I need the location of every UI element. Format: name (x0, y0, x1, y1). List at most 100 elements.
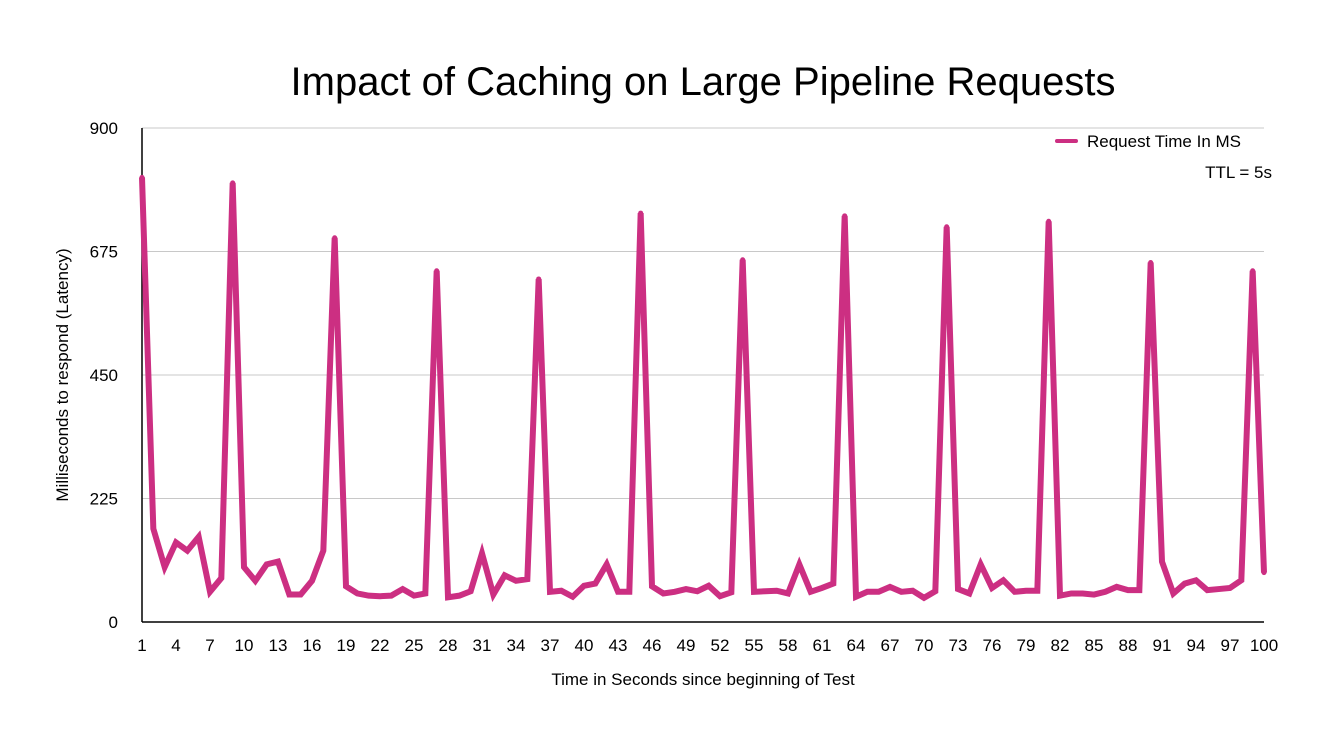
data-point (898, 589, 904, 595)
data-point (286, 592, 292, 598)
data-point (196, 534, 202, 540)
x-tick-label: 49 (677, 636, 696, 655)
data-point (1091, 592, 1097, 598)
data-point (366, 593, 372, 599)
x-tick-label: 58 (779, 636, 798, 655)
data-point (570, 594, 576, 600)
x-tick-label: 22 (371, 636, 390, 655)
data-point (1170, 590, 1176, 596)
data-point (536, 276, 542, 282)
data-point (740, 257, 746, 263)
x-tick-label: 13 (269, 636, 288, 655)
ttl-annotation: TTL = 5s (1205, 163, 1272, 182)
x-tick-label: 76 (983, 636, 1002, 655)
data-point (604, 561, 610, 567)
x-axis-ticks: 1 4 7 10 13 16 19 22 25 28 31 34 37 40 43 46 49 52 55 58 61 6… (137, 636, 1278, 655)
data-point (638, 210, 644, 216)
x-tick-label: 55 (745, 636, 764, 655)
x-tick-label: 46 (643, 636, 662, 655)
data-point (524, 576, 530, 582)
data-point (1102, 589, 1108, 595)
x-tick-label: 31 (473, 636, 492, 655)
data-point (683, 586, 689, 592)
data-point (502, 572, 508, 578)
data-point (343, 583, 349, 589)
data-point (774, 588, 780, 594)
data-point (354, 590, 360, 596)
data-point (252, 578, 258, 584)
data-point (1136, 587, 1142, 593)
data-point (422, 590, 428, 596)
series-layer (139, 174, 1267, 603)
data-point (581, 583, 587, 589)
x-tick-label: 67 (881, 636, 900, 655)
y-axis-ticks: 0 225 450 675 900 (90, 119, 118, 632)
data-point (1034, 588, 1040, 594)
chart-title: Impact of Caching on Large Pipeline Requ… (291, 60, 1116, 104)
legend: Request Time In MS TTL = 5s (1055, 132, 1272, 182)
x-tick-label: 97 (1221, 636, 1240, 655)
data-point (173, 539, 179, 545)
x-tick-label: 10 (235, 636, 254, 655)
data-point (1216, 586, 1222, 592)
data-point (1114, 584, 1120, 590)
x-tick-label: 61 (813, 636, 832, 655)
x-tick-label: 16 (303, 636, 322, 655)
x-tick-label: 25 (405, 636, 424, 655)
data-point (910, 588, 916, 594)
data-point (139, 174, 145, 180)
data-point (1193, 577, 1199, 583)
x-tick-label: 64 (847, 636, 866, 655)
x-tick-label: 37 (541, 636, 560, 655)
data-point (1148, 259, 1154, 265)
data-point (1159, 559, 1165, 565)
x-axis-label: Time in Seconds since beginning of Test (551, 670, 855, 689)
data-point (558, 588, 564, 594)
data-point (1000, 577, 1006, 583)
data-point (162, 564, 168, 570)
x-tick-label: 19 (337, 636, 356, 655)
data-point (615, 589, 621, 595)
data-point (932, 588, 938, 594)
data-point (728, 589, 734, 595)
data-point (513, 578, 519, 584)
data-point (717, 593, 723, 599)
data-point (218, 575, 224, 581)
data-point (660, 590, 666, 596)
data-point (547, 589, 553, 595)
data-point (1204, 587, 1210, 593)
data-point (785, 590, 791, 596)
x-tick-label: 7 (205, 636, 214, 655)
data-point (762, 588, 768, 594)
data-point (989, 585, 995, 591)
data-point (1057, 593, 1063, 599)
data-point (468, 588, 474, 594)
data-point (592, 581, 598, 587)
data-point (796, 561, 802, 567)
data-point (921, 595, 927, 601)
data-point (1238, 577, 1244, 583)
x-tick-label: 82 (1051, 636, 1070, 655)
series-line (139, 177, 1267, 603)
data-point (1080, 590, 1086, 596)
y-tick-label: 450 (90, 366, 118, 385)
data-point (264, 561, 270, 567)
data-point (184, 548, 190, 554)
data-point (694, 588, 700, 594)
x-tick-label: 73 (949, 636, 968, 655)
data-point (1250, 268, 1256, 274)
data-point (853, 594, 859, 600)
x-tick-label: 85 (1085, 636, 1104, 655)
data-point (944, 224, 950, 230)
data-point (1023, 588, 1029, 594)
x-tick-label: 4 (171, 636, 180, 655)
data-point (876, 589, 882, 595)
x-tick-label: 70 (915, 636, 934, 655)
data-point (388, 593, 394, 599)
x-tick-label: 94 (1187, 636, 1206, 655)
data-point (298, 592, 304, 598)
data-point (377, 593, 383, 599)
data-point (275, 559, 281, 565)
data-point (400, 586, 406, 592)
data-point (207, 589, 213, 595)
